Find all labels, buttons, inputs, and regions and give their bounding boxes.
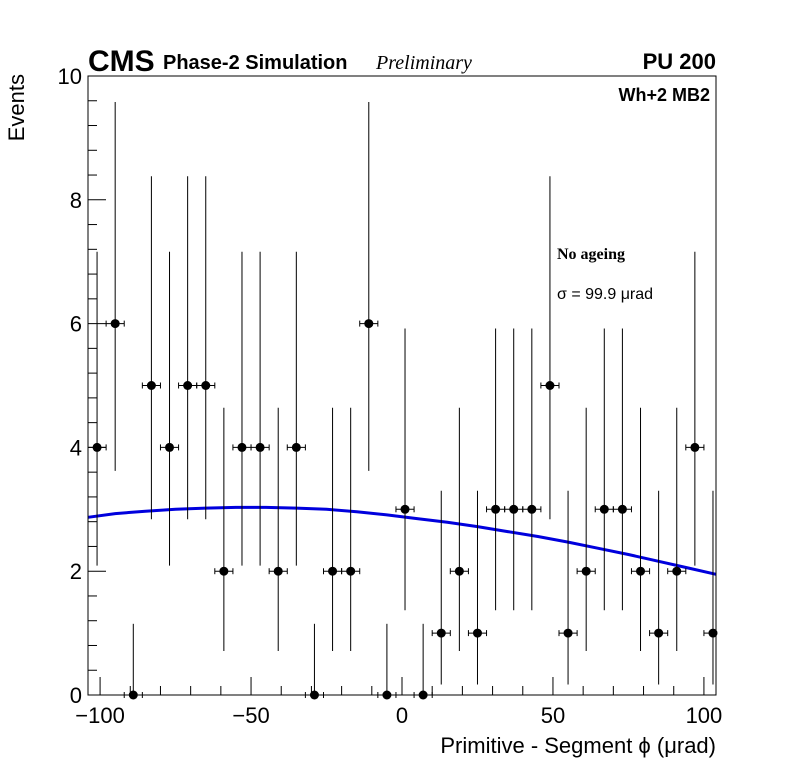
simulation-label: Phase-2 Simulation	[163, 52, 348, 74]
marker	[291, 442, 301, 452]
data-point	[286, 251, 306, 566]
marker	[346, 566, 356, 576]
data-point	[141, 176, 161, 520]
marker	[491, 504, 501, 514]
marker	[509, 504, 519, 514]
preliminary-label: Preliminary	[375, 52, 472, 74]
marker	[599, 504, 609, 514]
x-tick-label: 50	[541, 703, 565, 728]
marker	[146, 381, 156, 390]
data-point	[630, 407, 651, 652]
data-point	[685, 251, 705, 566]
fit-curve	[87, 505, 717, 576]
marker	[92, 442, 102, 452]
data-point	[703, 490, 718, 685]
x-axis-title: Primitive - Segment ϕ (μrad)	[440, 733, 716, 758]
marker	[201, 381, 211, 390]
marker	[672, 566, 682, 576]
data-layer	[87, 101, 718, 700]
data-point	[359, 101, 379, 471]
y-axis-title: Events	[4, 74, 29, 141]
data-point	[341, 407, 361, 652]
marker	[400, 504, 410, 514]
x-tick-label: −100	[75, 703, 125, 728]
y-tick-label: 0	[70, 683, 82, 708]
fit-layer	[87, 505, 717, 576]
data-point	[667, 407, 687, 652]
data-point	[612, 328, 632, 611]
data-point	[105, 101, 125, 471]
marker	[581, 566, 591, 576]
marker	[527, 504, 537, 514]
marker	[364, 319, 374, 329]
marker	[690, 442, 700, 452]
data-point	[232, 251, 252, 566]
data-point	[486, 328, 506, 611]
marker	[636, 566, 646, 576]
x-tick-label: −50	[232, 703, 269, 728]
marker	[454, 566, 464, 576]
marker	[110, 319, 120, 329]
data-point	[159, 251, 180, 566]
plot-frame	[87, 75, 717, 696]
marker	[545, 381, 555, 390]
data-point	[522, 328, 542, 611]
marker	[273, 566, 283, 576]
marker	[436, 628, 446, 638]
y-tick-label: 2	[70, 559, 82, 584]
data-point	[431, 490, 451, 685]
data-point	[449, 407, 469, 652]
pileup-label: PU 200	[643, 49, 716, 74]
data-point	[268, 407, 288, 652]
data-point	[214, 407, 234, 652]
marker	[563, 628, 573, 638]
data-point	[395, 328, 415, 611]
marker	[165, 442, 175, 452]
data-point	[558, 490, 578, 685]
x-tick-label: 100	[686, 703, 723, 728]
marker	[654, 628, 664, 638]
data-point	[504, 328, 524, 611]
axes: −100 −50 0 50 100 0 2 4 6 8 10	[58, 64, 723, 728]
scenario-label: No ageing	[557, 246, 625, 263]
data-point	[594, 328, 614, 611]
y-tick-label: 6	[70, 312, 82, 337]
y-tick-label: 4	[70, 435, 82, 460]
data-point	[576, 407, 596, 652]
data-point	[467, 490, 488, 685]
y-tick-label: 8	[70, 188, 82, 213]
y-tick-label: 10	[58, 64, 82, 89]
cms-label: CMS	[88, 45, 155, 78]
sigma-label: σ = 99.9 μrad	[557, 286, 653, 303]
data-point	[250, 251, 270, 566]
data-point	[540, 176, 560, 520]
marker	[219, 566, 229, 576]
marker	[255, 442, 265, 452]
marker	[237, 442, 247, 452]
marker	[708, 628, 718, 638]
marker	[183, 381, 193, 390]
marker	[617, 504, 627, 514]
x-tick-label: 0	[396, 703, 408, 728]
data-point	[196, 176, 216, 520]
marker	[472, 628, 482, 638]
data-point	[123, 623, 143, 700]
marker	[328, 566, 338, 576]
station-label: Wh+2 MB2	[618, 85, 710, 105]
data-point	[649, 490, 669, 685]
data-point	[323, 407, 343, 652]
data-point	[87, 251, 107, 566]
